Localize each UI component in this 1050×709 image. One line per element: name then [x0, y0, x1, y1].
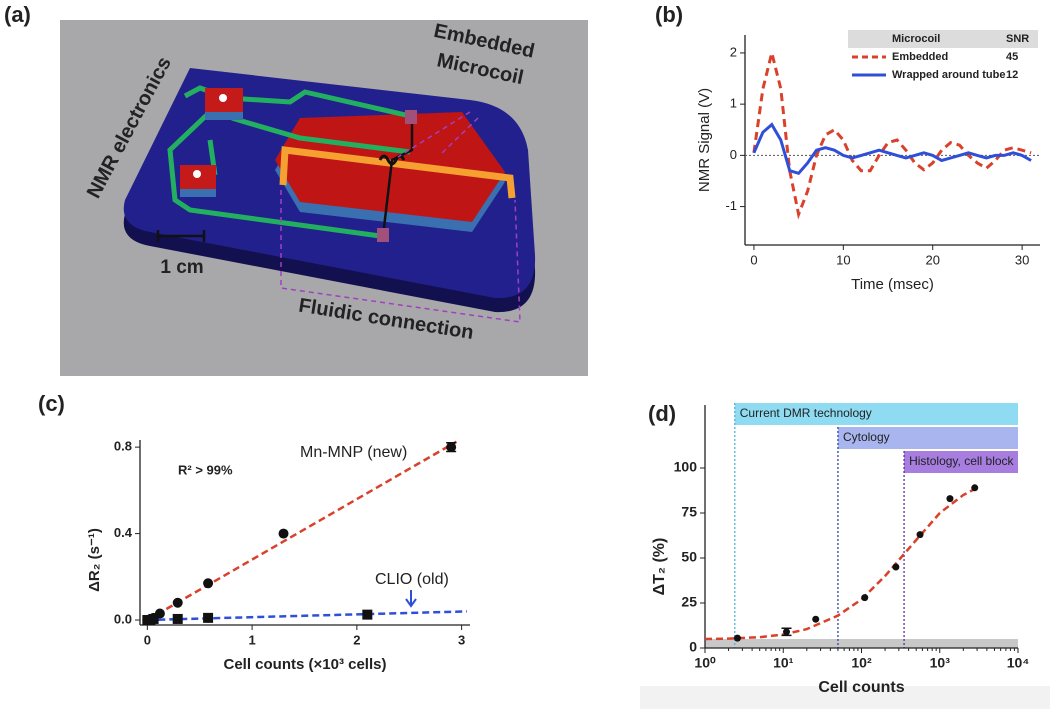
x-tick-label: 30	[1015, 252, 1029, 267]
legend-label: Embedded	[892, 51, 949, 63]
point	[916, 531, 924, 539]
point	[203, 578, 214, 589]
point	[812, 615, 820, 623]
legend-header: Microcoil SNR	[848, 30, 1038, 48]
fit-line	[704, 486, 978, 641]
range-label: Histology, cell block	[909, 454, 1014, 468]
legend-label: Wrapped around tube	[892, 69, 1006, 81]
point	[733, 634, 741, 642]
fit-line	[146, 440, 458, 622]
y-tick-label: 75	[681, 504, 697, 520]
annotation: R² > 99%	[178, 462, 233, 477]
legend-title: Microcoil	[892, 33, 941, 45]
x-tick-label: 0	[750, 252, 757, 267]
arrow	[405, 590, 417, 608]
point	[172, 597, 183, 608]
range-label: Current DMR technology	[740, 406, 872, 420]
y-axis-label: ΔR₂ (s⁻¹)	[86, 528, 103, 592]
range-band	[904, 451, 1018, 473]
x-tick-label: 10	[836, 252, 850, 267]
x-tick-label: 0	[144, 632, 151, 647]
line	[752, 52, 1032, 220]
panel-label: (c)	[38, 391, 65, 416]
floor-band	[705, 639, 1018, 648]
legend-entry: Wrapped around tube 12	[848, 66, 1038, 84]
y-axis-label: NMR Signal (V)	[696, 88, 713, 192]
y-axis-label: ΔT₂ (%)	[651, 538, 668, 596]
x-tick-label: 10²	[851, 655, 872, 671]
scale-bar	[156, 230, 206, 242]
point	[203, 612, 214, 623]
callout-line	[280, 190, 521, 323]
legend-swatch	[852, 55, 886, 59]
trace	[167, 85, 411, 239]
series-label: CLIO (old)	[375, 571, 449, 588]
chip	[180, 165, 216, 191]
chip-dot	[219, 94, 227, 102]
chip-base	[180, 189, 216, 197]
legend-value-title: SNR	[1006, 33, 1030, 45]
pad	[377, 228, 389, 242]
point	[362, 609, 373, 620]
x-tick-label: 2	[353, 632, 360, 647]
y-tick-label: 0	[730, 147, 737, 162]
device-diagram: 1 cm NMR electronics Embedded Microcoil …	[60, 20, 588, 376]
footer-strip	[640, 686, 1050, 709]
fluid-tube	[279, 146, 516, 199]
y-tick-label: 0	[689, 639, 697, 655]
x-axis-label: Cell counts (×10³ cells)	[224, 656, 387, 673]
fit-line	[147, 610, 467, 622]
y-tick-label: 1	[730, 96, 737, 111]
x-tick-label: 10⁴	[1007, 655, 1030, 671]
y-tick-label: -1	[725, 198, 737, 213]
y-tick-label: 100	[674, 459, 698, 475]
y-tick-label: 0.8	[114, 439, 132, 454]
x-tick-label: 20	[925, 252, 939, 267]
x-tick-label: 1	[248, 632, 255, 647]
x-tick-label: 10³	[930, 655, 951, 671]
y-tick-label: 50	[681, 549, 697, 565]
chip-base	[205, 112, 243, 120]
panel-label: (a)	[4, 2, 31, 27]
x-axis-label: Cell counts	[818, 679, 904, 696]
point	[446, 442, 457, 453]
x-axis-label: Time (msec)	[851, 276, 934, 293]
legend-value: 12	[1006, 69, 1019, 81]
legend: Microcoil SNR Embedded 45 Wrapped around tub…	[848, 30, 1038, 84]
point	[971, 484, 979, 492]
chip-dot	[193, 170, 201, 178]
point	[278, 528, 289, 539]
coil-lead	[381, 118, 414, 237]
x-tick-label: 10⁰	[694, 655, 716, 671]
point	[148, 613, 159, 624]
point	[946, 495, 954, 503]
legend-swatch	[852, 73, 886, 77]
x-tick-label: 3	[458, 632, 465, 647]
pad	[405, 110, 417, 124]
range-label: Cytology	[843, 430, 890, 444]
y-tick-label: 0.0	[114, 611, 132, 626]
point	[172, 613, 183, 624]
point	[892, 563, 900, 571]
point	[782, 628, 790, 636]
range-band	[734, 403, 1018, 425]
range-band	[837, 427, 1018, 449]
legend-entry: Embedded 45	[848, 48, 1038, 66]
panel-label: (b)	[655, 2, 683, 27]
panel-label: (d)	[648, 401, 676, 426]
legend-value: 45	[1006, 51, 1019, 63]
series-label: Mn-MNP (new)	[300, 444, 407, 461]
scale-label: 1 cm	[160, 257, 203, 278]
y-tick-label: 0.4	[114, 525, 133, 540]
line	[752, 122, 1032, 176]
y-tick-label: 25	[681, 594, 697, 610]
y-tick-label: 2	[730, 44, 737, 59]
point	[861, 594, 869, 602]
x-tick-label: 10¹	[773, 655, 794, 671]
